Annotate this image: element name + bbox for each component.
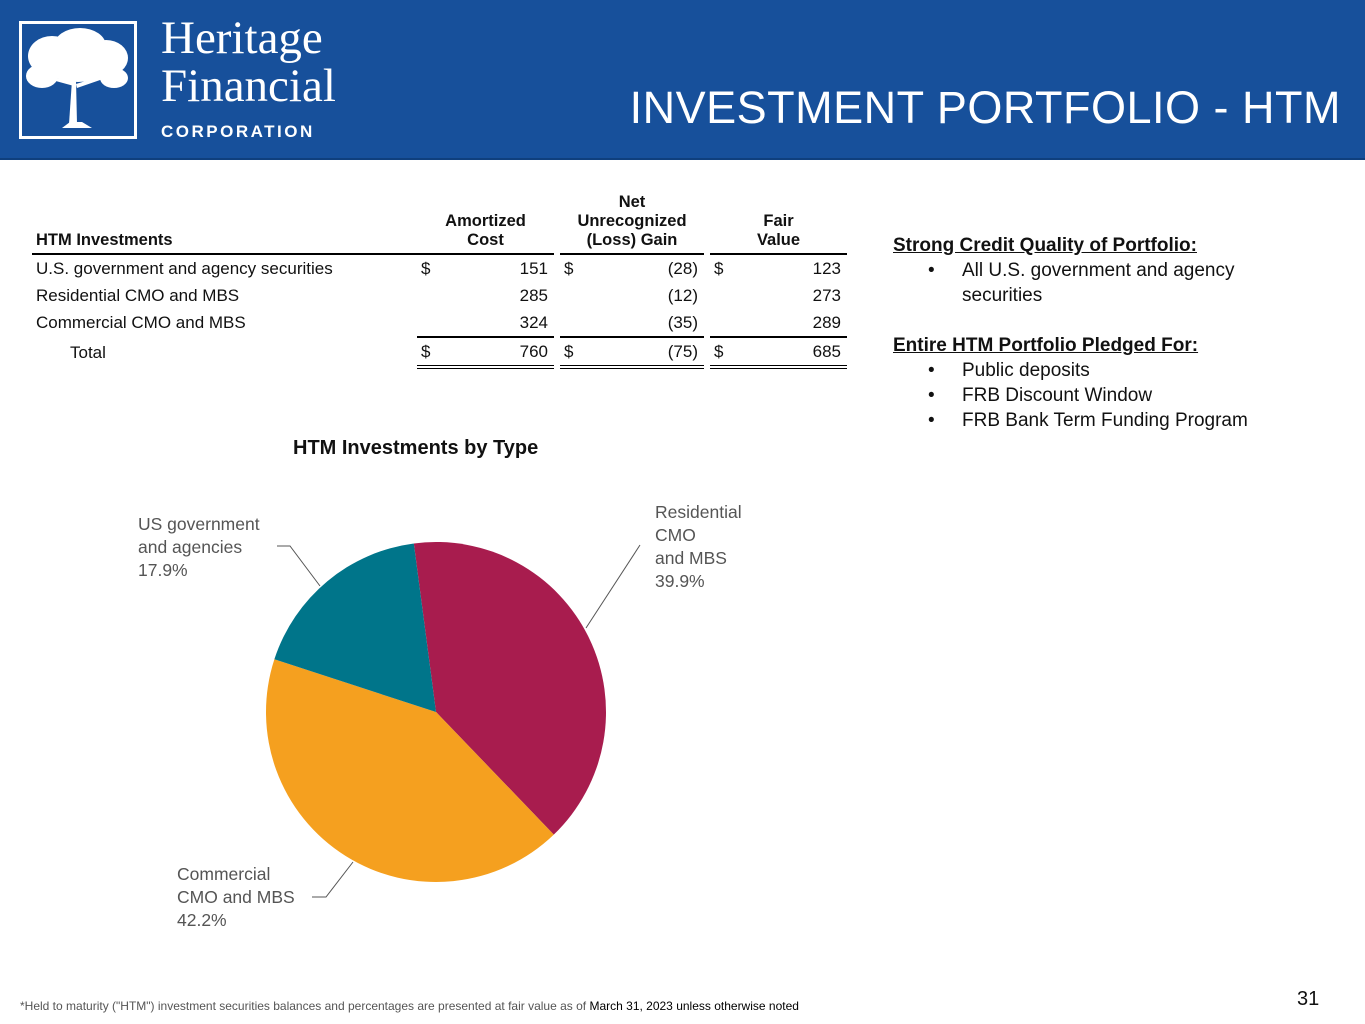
- brand-line3: CORPORATION: [161, 122, 315, 141]
- table-row: Residential CMO and MBS 285 (12) 273: [32, 282, 847, 309]
- footnote: *Held to maturity ("HTM") investment sec…: [20, 999, 799, 1013]
- amortized-cost-value: 151: [519, 258, 548, 278]
- header-banner: Heritage Financial CORPORATION INVESTMEN…: [0, 0, 1365, 160]
- unrecognized-gain-value: (12): [667, 285, 698, 305]
- row-label: Commercial CMO and MBS: [36, 312, 246, 332]
- unrecognized-gain-value: (35): [667, 312, 698, 332]
- portfolio-notes: Strong Credit Quality of Portfolio: All …: [893, 233, 1248, 433]
- amortized-cost-value: 285: [519, 285, 548, 305]
- pledged-heading: Entire HTM Portfolio Pledged For:: [893, 335, 1199, 356]
- currency-symbol: $: [560, 336, 586, 369]
- total-fair-value: 685: [736, 336, 847, 369]
- credit-quality-heading: Strong Credit Quality of Portfolio:: [893, 235, 1197, 256]
- row-label: Residential CMO and MBS: [36, 285, 240, 305]
- col-header-amortized-cost: Amortized Cost: [417, 193, 554, 255]
- table-total-row: Total $ 760 $ (75) $ 685: [32, 336, 847, 369]
- htm-investments-table: HTM Investments Amortized Cost Net Unrecog…: [32, 193, 847, 369]
- list-item: FRB Discount Window: [928, 383, 1248, 408]
- brand-line1: Heritage: [161, 12, 323, 64]
- pie-data-label: US government and agencies 17.9%: [138, 514, 260, 580]
- total-label: Total: [70, 342, 106, 362]
- currency-symbol: $: [417, 336, 443, 369]
- currency-symbol: $: [714, 258, 724, 278]
- total-unrecognized-gain: (75): [586, 336, 704, 369]
- leader-line: [585, 544, 641, 629]
- page-title: INVESTMENT PORTFOLIO - HTM: [629, 82, 1341, 133]
- table-header-row: HTM Investments Amortized Cost Net Unrecog…: [32, 193, 847, 255]
- currency-symbol: $: [564, 258, 574, 278]
- brand-name: Heritage Financial CORPORATION: [161, 14, 336, 142]
- page-number: 31: [1297, 988, 1320, 1010]
- pledged-list: Public deposits FRB Discount Window FRB …: [893, 358, 1248, 433]
- fair-value-value: 273: [812, 285, 841, 305]
- pie-data-label: Commercial CMO and MBS 42.2%: [177, 864, 295, 930]
- leader-line: [312, 861, 354, 898]
- pie-slice-residential-cmo-and-mbs: [413, 541, 606, 835]
- pie-slice-commercial-cmo-and-mbs: [266, 659, 554, 882]
- brand-line2: Financial: [161, 60, 336, 112]
- unrecognized-gain-value: (28): [667, 258, 698, 278]
- table-row: U.S. government and agency securities $ …: [32, 255, 847, 282]
- list-item: Public deposits: [928, 358, 1248, 383]
- leader-line: [277, 545, 321, 587]
- total-amortized-cost: 760: [443, 336, 554, 369]
- fair-value-value: 123: [812, 258, 841, 278]
- list-item: FRB Bank Term Funding Program: [928, 408, 1248, 433]
- pie-slice-us-government-and-agencies: [274, 543, 436, 712]
- currency-symbol: $: [421, 258, 431, 278]
- pie-data-label: Residential CMO and MBS 39.9%: [655, 502, 742, 591]
- col-header-investments: HTM Investments: [32, 193, 417, 255]
- fair-value-value: 289: [812, 312, 841, 332]
- row-label: U.S. government and agency securities: [36, 258, 333, 278]
- tree-logo-icon: [19, 21, 137, 139]
- col-header-unrecognized-gain: Net Unrecognized (Loss) Gain: [560, 193, 704, 255]
- chart-title: HTM Investments by Type: [293, 437, 539, 459]
- table-row: Commercial CMO and MBS 324 (35) 289: [32, 309, 847, 336]
- currency-symbol: $: [710, 336, 736, 369]
- amortized-cost-value: 324: [519, 312, 548, 332]
- col-header-fair-value: Fair Value: [710, 193, 847, 255]
